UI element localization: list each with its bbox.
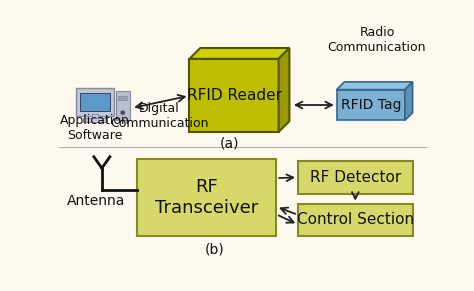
FancyBboxPatch shape <box>116 91 130 120</box>
FancyBboxPatch shape <box>80 93 109 111</box>
Polygon shape <box>279 48 290 132</box>
Text: Radio
Communication: Radio Communication <box>328 26 426 54</box>
Text: RF
Transceiver: RF Transceiver <box>155 178 258 217</box>
Text: (b): (b) <box>204 243 224 257</box>
Polygon shape <box>190 48 290 59</box>
Text: Antenna: Antenna <box>66 194 125 208</box>
FancyBboxPatch shape <box>190 59 279 132</box>
Circle shape <box>120 110 125 115</box>
Text: Digital
Communication: Digital Communication <box>110 102 209 130</box>
Polygon shape <box>405 82 413 120</box>
FancyBboxPatch shape <box>82 118 107 122</box>
Text: RFID Reader: RFID Reader <box>186 88 282 103</box>
Text: RFID Tag: RFID Tag <box>340 98 401 112</box>
FancyBboxPatch shape <box>337 90 405 120</box>
Polygon shape <box>337 82 413 90</box>
FancyBboxPatch shape <box>118 96 128 100</box>
FancyBboxPatch shape <box>298 161 413 194</box>
Text: (a): (a) <box>220 136 239 150</box>
FancyBboxPatch shape <box>137 159 276 236</box>
FancyBboxPatch shape <box>92 114 98 119</box>
FancyBboxPatch shape <box>76 88 113 116</box>
Text: RF Detector: RF Detector <box>310 170 401 185</box>
Text: Application
Software: Application Software <box>60 114 130 142</box>
FancyBboxPatch shape <box>298 203 413 236</box>
Text: Control Section: Control Section <box>297 212 414 227</box>
